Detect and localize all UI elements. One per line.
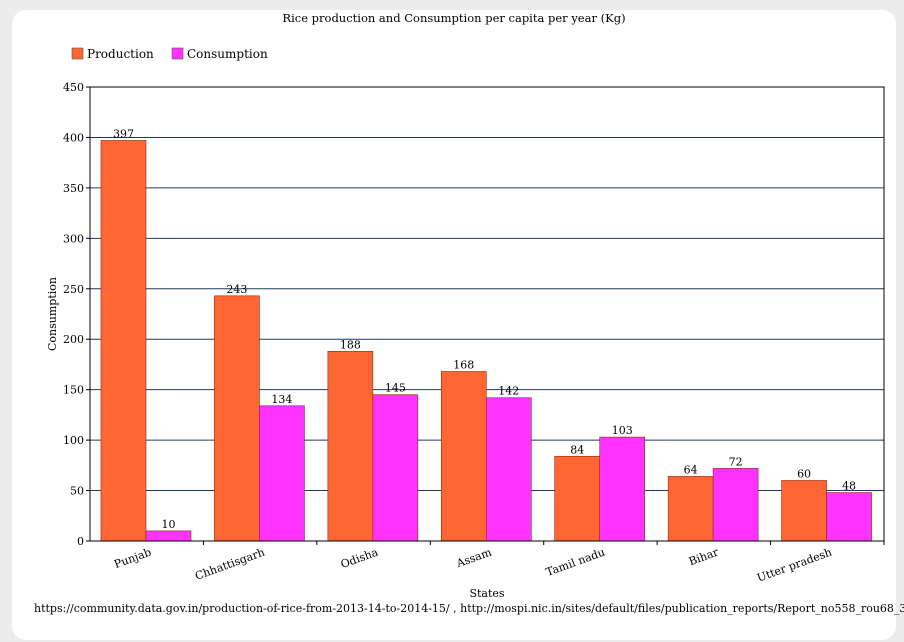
bar-consumption-assam (485, 397, 532, 542)
chart-title: Rice production and Consumption per capi… (282, 11, 625, 25)
x-category-label: Utter pradesh (755, 546, 833, 585)
legend-swatch-production (71, 47, 84, 60)
y-tick-label: 100 (63, 434, 84, 447)
data-label: 145 (385, 382, 406, 395)
legend-swatch-consumption (171, 47, 184, 60)
source-note: https://community.data.gov.in/production… (34, 602, 904, 615)
data-label: 64 (684, 463, 698, 476)
bar-production-tamil-nadu (554, 455, 601, 542)
y-tick-label: 200 (63, 333, 84, 346)
legend-label-production: Production (87, 47, 154, 61)
bar-production-odisha (327, 351, 374, 542)
y-tick-label: 50 (70, 485, 84, 498)
bar-consumption-odisha (372, 394, 419, 542)
bar-production-utter-pradesh (781, 480, 827, 542)
bar-consumption-utter-pradesh (826, 492, 872, 542)
y-axis-title: Consumption (46, 277, 59, 351)
bar-production-punjab (100, 140, 147, 542)
data-label: 10 (162, 518, 176, 531)
y-tick-label: 300 (63, 232, 84, 245)
x-category-label: Assam (454, 545, 494, 570)
data-labels: 397 10 243 134 188 145 168 142 84 103 64 72 60 48 (113, 127, 856, 530)
bars (100, 140, 872, 542)
bar-production-assam (440, 371, 487, 542)
bar-consumption-tamil-nadu (599, 436, 646, 542)
bar-production-bihar (667, 476, 714, 542)
x-axis-title: States (469, 587, 504, 600)
data-label: 60 (797, 467, 811, 480)
y-tick-label: 0 (77, 535, 84, 548)
data-label: 188 (340, 338, 361, 351)
y-axis-ticks: 0 50 100 150 200 250 300 350 400 450 (63, 81, 90, 548)
data-label: 84 (570, 443, 584, 456)
y-tick-label: 400 (63, 131, 84, 144)
data-label: 72 (729, 455, 743, 468)
data-label: 397 (113, 127, 134, 140)
data-label: 103 (612, 424, 633, 437)
x-category-label: Tamil nadu (544, 546, 607, 579)
bar-production-chhattisgarh (214, 295, 260, 542)
x-category-label: Bihar (687, 545, 721, 568)
bar-consumption-chhattisgarh (259, 405, 305, 542)
bar-consumption-bihar (712, 468, 759, 542)
y-tick-label: 350 (63, 182, 84, 195)
x-category-label: Punjab (112, 546, 153, 571)
x-category-label: Odisha (339, 545, 380, 571)
data-label: 142 (498, 385, 519, 398)
data-label: 134 (271, 393, 292, 406)
y-tick-label: 250 (63, 283, 84, 296)
legend: Production Consumption (71, 47, 268, 61)
data-label: 243 (226, 283, 247, 296)
x-category-label: Chhattisgarh (193, 546, 266, 583)
y-tick-label: 150 (63, 384, 84, 397)
x-axis-categories: Punjab Chhattisgarh Odisha Assam Tamil nadu B… (112, 541, 885, 585)
data-label: 168 (453, 359, 474, 372)
data-label: 48 (842, 480, 856, 493)
y-tick-label: 450 (63, 81, 84, 94)
legend-label-consumption: Consumption (187, 47, 268, 61)
plot-frame (89, 86, 885, 542)
bar-consumption-punjab (145, 530, 192, 542)
